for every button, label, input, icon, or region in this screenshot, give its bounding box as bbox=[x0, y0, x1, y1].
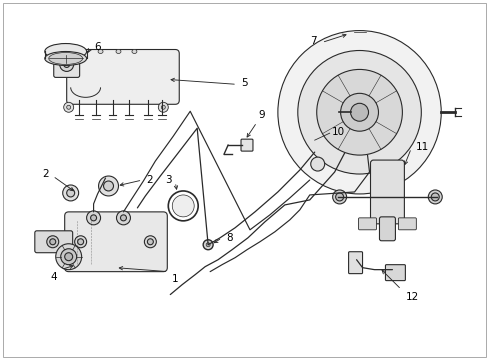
Circle shape bbox=[75, 236, 86, 248]
Circle shape bbox=[316, 69, 402, 155]
FancyBboxPatch shape bbox=[241, 139, 252, 151]
FancyBboxPatch shape bbox=[385, 265, 405, 280]
Circle shape bbox=[90, 215, 96, 221]
Circle shape bbox=[144, 236, 156, 248]
Circle shape bbox=[203, 240, 213, 250]
FancyBboxPatch shape bbox=[66, 50, 179, 104]
Ellipse shape bbox=[45, 44, 86, 59]
Text: 4: 4 bbox=[50, 272, 57, 282]
Circle shape bbox=[158, 102, 168, 112]
FancyBboxPatch shape bbox=[379, 217, 395, 241]
Text: 7: 7 bbox=[309, 36, 316, 46]
Circle shape bbox=[147, 239, 153, 245]
Circle shape bbox=[277, 31, 440, 194]
Circle shape bbox=[120, 215, 126, 221]
Text: 6: 6 bbox=[94, 41, 101, 51]
Ellipse shape bbox=[98, 50, 103, 54]
Circle shape bbox=[427, 190, 441, 204]
Circle shape bbox=[99, 176, 118, 196]
Circle shape bbox=[332, 190, 346, 204]
Circle shape bbox=[61, 249, 77, 265]
FancyBboxPatch shape bbox=[398, 218, 415, 230]
Circle shape bbox=[78, 239, 83, 245]
Text: 8: 8 bbox=[225, 233, 232, 243]
Text: 9: 9 bbox=[258, 110, 264, 120]
Text: 2: 2 bbox=[146, 175, 153, 185]
Text: 3: 3 bbox=[164, 175, 171, 185]
Circle shape bbox=[350, 103, 368, 121]
FancyBboxPatch shape bbox=[348, 252, 362, 274]
Circle shape bbox=[62, 185, 79, 201]
Circle shape bbox=[47, 236, 59, 248]
Circle shape bbox=[172, 195, 194, 217]
Circle shape bbox=[63, 102, 74, 112]
Circle shape bbox=[103, 181, 113, 191]
Circle shape bbox=[116, 211, 130, 225]
Ellipse shape bbox=[45, 51, 86, 66]
FancyBboxPatch shape bbox=[370, 160, 404, 224]
Ellipse shape bbox=[132, 50, 137, 54]
Circle shape bbox=[63, 62, 69, 67]
Text: 2: 2 bbox=[42, 169, 49, 179]
Ellipse shape bbox=[116, 50, 121, 54]
Circle shape bbox=[66, 189, 75, 197]
Text: 12: 12 bbox=[405, 292, 418, 302]
Circle shape bbox=[56, 244, 81, 270]
Circle shape bbox=[64, 253, 73, 261]
Circle shape bbox=[50, 239, 56, 245]
FancyBboxPatch shape bbox=[64, 212, 167, 272]
Text: 11: 11 bbox=[414, 142, 427, 152]
Text: 10: 10 bbox=[331, 127, 344, 137]
Circle shape bbox=[60, 58, 74, 71]
Circle shape bbox=[297, 50, 421, 174]
Text: 1: 1 bbox=[172, 274, 179, 284]
Circle shape bbox=[340, 93, 378, 131]
FancyBboxPatch shape bbox=[54, 51, 80, 77]
Ellipse shape bbox=[49, 53, 82, 64]
FancyBboxPatch shape bbox=[358, 218, 376, 230]
Text: 5: 5 bbox=[241, 78, 247, 88]
FancyBboxPatch shape bbox=[35, 231, 73, 253]
Circle shape bbox=[206, 243, 210, 247]
Circle shape bbox=[310, 157, 324, 171]
Circle shape bbox=[86, 211, 101, 225]
Circle shape bbox=[430, 193, 438, 201]
Circle shape bbox=[335, 193, 343, 201]
Circle shape bbox=[66, 105, 71, 109]
Circle shape bbox=[161, 105, 165, 109]
